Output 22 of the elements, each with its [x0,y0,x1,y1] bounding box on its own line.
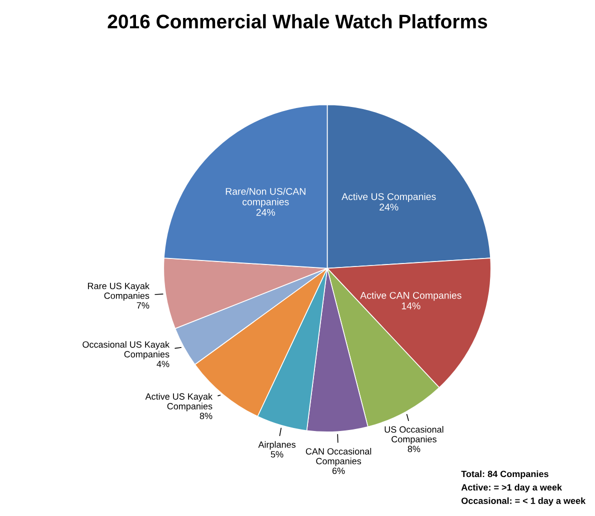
data-label: 24% [380,204,398,211]
slice-label: Active US Kayak Companies [145,393,213,412]
data-label: 7% [136,302,150,309]
data-label: 24% [256,208,276,216]
data-label: 5% [270,451,284,458]
slice-label: Active US Companies [342,192,436,202]
text: Active: = >1 day a week [461,484,562,492]
data-label: 6% [332,468,345,474]
text: Occasional: = < 1 day a week [461,497,586,506]
data-label: 14% [402,302,420,310]
slice-label: US Occasional Companies [384,426,444,444]
text: Total: 84 Companies [461,470,548,479]
slice-label: Rare/Non US/CAN companies [226,188,306,208]
slice-label: CAN Occasional Companies [306,448,372,466]
chart-title: 2016 Commercial Whale Watch Platforms [108,14,488,28]
data-label: 4% [156,360,170,368]
data-label: 8% [200,412,212,420]
data-label: 8% [408,446,420,452]
slice-label: Airplanes [258,441,296,450]
slice-label: Occasional US Kayak Companies [82,341,170,360]
slice-label: Rare US Kayak Companies [88,282,150,301]
slice-label: Active CAN Companies [360,292,462,301]
